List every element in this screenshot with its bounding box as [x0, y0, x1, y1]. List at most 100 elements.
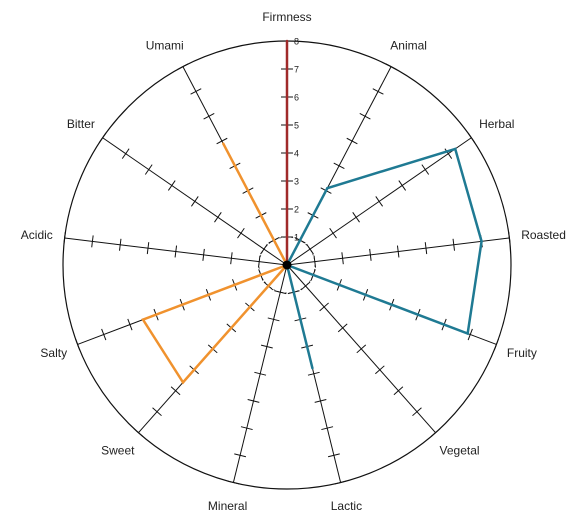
category-label-roasted: Roasted: [521, 228, 566, 242]
tick-vegetal-6: [393, 386, 404, 396]
tick-label-4: 4: [294, 149, 299, 159]
tick-acidic-2: [230, 252, 233, 265]
series-3-point-salty: [141, 318, 145, 321]
tick-salty-7: [101, 328, 107, 341]
tick-fruity-7: [467, 328, 473, 341]
tick-mineral-2: [267, 317, 280, 322]
tick-sweet-7: [152, 407, 162, 417]
tick-mineral-3: [260, 344, 273, 349]
tick-roasted-1: [313, 255, 317, 268]
category-label-animal: Animal: [390, 38, 427, 52]
series-2-point-herbal: [454, 147, 457, 151]
tick-herbal-4: [375, 196, 383, 207]
tick-mineral-7: [234, 453, 247, 458]
tick-label-5: 5: [294, 121, 299, 131]
tick-vegetal-8: [430, 428, 441, 438]
tick-umami-6: [203, 113, 215, 120]
tick-vegetal-5: [375, 365, 385, 375]
tick-acidic-5: [146, 242, 150, 255]
tick-lactic-6: [321, 426, 334, 431]
category-label-fruity: Fruity: [507, 346, 537, 360]
tick-label-3: 3: [294, 177, 299, 187]
tick-bitter-5: [167, 180, 176, 191]
tick-herbal-6: [421, 164, 430, 175]
category-label-herbal: Herbal: [479, 117, 514, 131]
tick-mineral-5: [247, 399, 260, 403]
category-label-umami: Umami: [146, 38, 184, 52]
tick-animal-6: [359, 113, 371, 120]
tick-lactic-4: [307, 371, 320, 376]
category-label-vegetal: Vegetal: [440, 444, 480, 458]
tick-bitter-2: [237, 227, 245, 239]
tick-vegetal-2: [319, 302, 329, 312]
tick-lactic-8: [334, 480, 347, 485]
tick-umami-7: [190, 88, 202, 95]
series-1-point-firmness: [285, 39, 289, 43]
tick-bitter-7: [121, 148, 130, 159]
tick-sweet-8: [133, 428, 144, 438]
tick-label-6: 6: [294, 93, 299, 103]
tick-roasted-6: [452, 238, 455, 251]
center-dot: [282, 260, 292, 270]
tick-mineral-1: [274, 290, 287, 295]
category-label-bitter: Bitter: [67, 117, 95, 131]
tick-herbal-1: [306, 243, 314, 255]
tick-bitter-1: [260, 243, 268, 255]
tick-herbal-2: [329, 227, 337, 239]
series-3-point-umami: [222, 142, 225, 145]
tick-herbal-3: [352, 212, 360, 223]
category-label-lactic: Lactic: [331, 499, 362, 513]
tick-animal-8: [385, 63, 397, 70]
tick-vegetal-4: [356, 344, 367, 354]
tick-roasted-4: [396, 245, 400, 258]
series-3-line: [141, 142, 289, 385]
tick-salty-6: [127, 318, 133, 331]
tick-bitter-8: [98, 132, 107, 143]
tick-roasted-2: [341, 252, 344, 265]
series-2-line: [285, 147, 483, 369]
category-label-firmness: Firmness: [262, 10, 311, 24]
tick-label-2: 2: [294, 205, 299, 215]
tick-acidic-6: [119, 238, 122, 251]
series-layer: [141, 39, 483, 385]
tick-vegetal-1: [300, 281, 311, 291]
tick-herbal-8: [467, 132, 476, 143]
tick-label-8: 8: [294, 37, 299, 47]
tick-herbal-5: [398, 180, 407, 191]
tick-roasted-3: [369, 248, 372, 261]
labels-layer: 1 2 3 4 5 6 7 8 Firmness Animal Herbal Roasted Fruit…: [21, 10, 566, 513]
tick-salty-8: [74, 338, 81, 351]
tick-herbal-7: [444, 148, 453, 159]
tick-mineral-4: [254, 371, 267, 376]
tick-roasted-5: [424, 242, 428, 255]
tick-vegetal-3: [337, 323, 348, 333]
category-label-mineral: Mineral: [208, 499, 247, 513]
tick-label-7: 7: [294, 65, 299, 75]
tick-lactic-7: [327, 453, 340, 458]
series-2-point-animal: [326, 186, 329, 190]
category-label-salty: Salty: [40, 346, 67, 360]
tick-fruity-8: [493, 338, 500, 351]
series-2-point-roasted: [480, 240, 483, 243]
series-2-point-lactic: [311, 367, 314, 370]
tick-bitter-4: [191, 196, 199, 207]
tick-bitter-3: [214, 212, 222, 223]
tick-animal-7: [372, 88, 384, 95]
tick-acidic-7: [91, 235, 94, 248]
tick-acidic-4: [174, 245, 178, 258]
tick-lactic-5: [314, 399, 327, 403]
tick-mineral-6: [240, 426, 253, 431]
tick-sweet-6: [170, 386, 181, 396]
tick-umami-8: [177, 63, 189, 70]
category-label-acidic: Acidic: [21, 228, 53, 242]
tick-acidic-1: [257, 255, 261, 268]
tick-label-1: 1: [294, 233, 299, 243]
tick-bitter-6: [144, 164, 153, 175]
series-3-point-sweet: [181, 381, 185, 384]
category-label-sweet: Sweet: [101, 444, 135, 458]
tick-animal-5: [346, 137, 358, 145]
series-2-point-fruity: [466, 332, 469, 335]
tick-acidic-8: [63, 231, 66, 245]
tick-mineral-8: [227, 480, 240, 485]
